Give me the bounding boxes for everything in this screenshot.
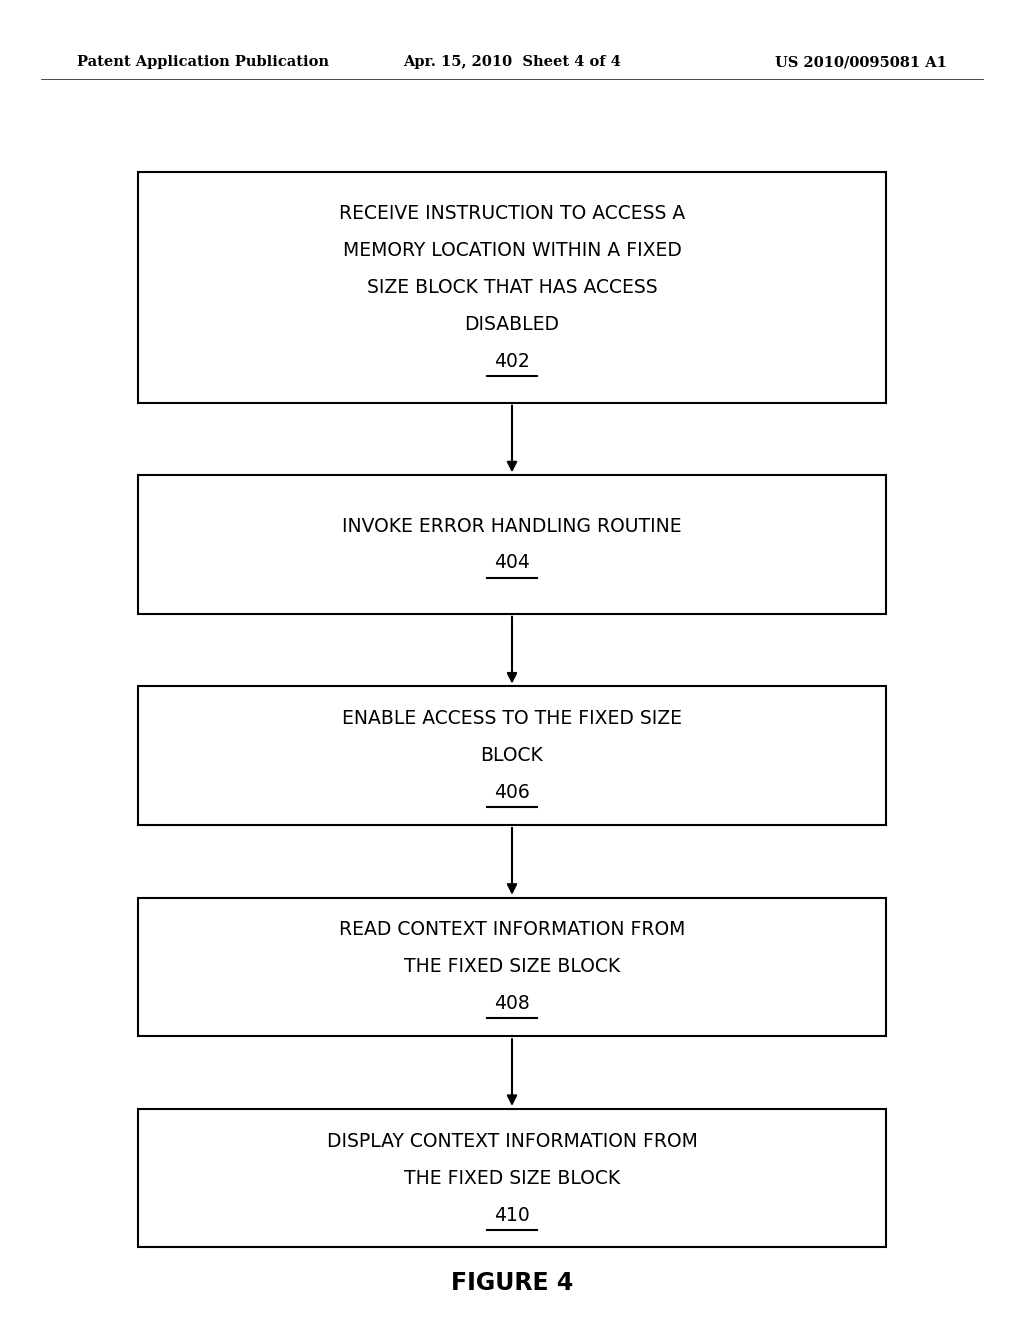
Bar [138, 475, 886, 614]
Text: US 2010/0095081 A1: US 2010/0095081 A1 [775, 55, 947, 69]
Text: 404: 404 [494, 553, 530, 573]
Text: Patent Application Publication: Patent Application Publication [77, 55, 329, 69]
Text: READ CONTEXT INFORMATION FROM: READ CONTEXT INFORMATION FROM [339, 920, 685, 940]
Text: SIZE BLOCK THAT HAS ACCESS: SIZE BLOCK THAT HAS ACCESS [367, 277, 657, 297]
Text: THE FIXED SIZE BLOCK: THE FIXED SIZE BLOCK [403, 957, 621, 977]
Text: DISABLED: DISABLED [465, 314, 559, 334]
Text: BLOCK: BLOCK [480, 746, 544, 766]
Text: 408: 408 [495, 994, 529, 1014]
Text: FIGURE 4: FIGURE 4 [451, 1271, 573, 1295]
Bar [138, 686, 886, 825]
Text: 406: 406 [495, 783, 529, 803]
Text: DISPLAY CONTEXT INFORMATION FROM: DISPLAY CONTEXT INFORMATION FROM [327, 1131, 697, 1151]
Text: Apr. 15, 2010  Sheet 4 of 4: Apr. 15, 2010 Sheet 4 of 4 [403, 55, 621, 69]
Text: ENABLE ACCESS TO THE FIXED SIZE: ENABLE ACCESS TO THE FIXED SIZE [342, 709, 682, 729]
Text: MEMORY LOCATION WITHIN A FIXED: MEMORY LOCATION WITHIN A FIXED [343, 240, 681, 260]
Bar [138, 1109, 886, 1247]
Bar [138, 172, 886, 403]
Text: 402: 402 [495, 351, 529, 371]
Text: 410: 410 [495, 1205, 529, 1225]
Text: INVOKE ERROR HANDLING ROUTINE: INVOKE ERROR HANDLING ROUTINE [342, 516, 682, 536]
Text: RECEIVE INSTRUCTION TO ACCESS A: RECEIVE INSTRUCTION TO ACCESS A [339, 203, 685, 223]
Text: THE FIXED SIZE BLOCK: THE FIXED SIZE BLOCK [403, 1168, 621, 1188]
Bar [138, 898, 886, 1036]
